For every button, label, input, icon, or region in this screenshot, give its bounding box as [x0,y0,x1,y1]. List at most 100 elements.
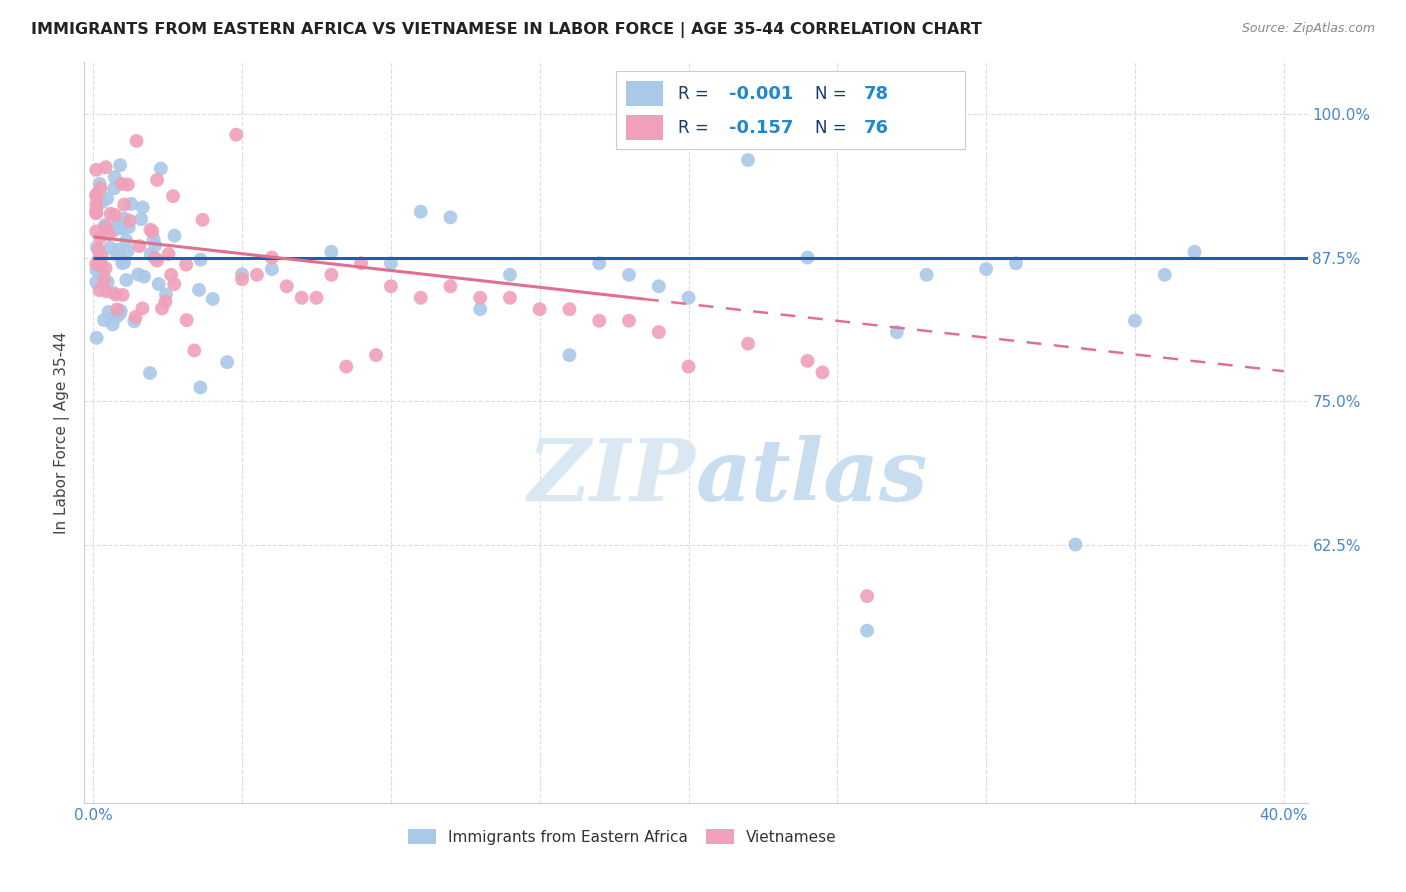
Point [131,200,153,214]
Point [648,325,671,339]
Point [128,239,150,253]
Point [107,307,129,321]
Point [796,354,818,368]
Point [105,310,128,324]
Point [439,211,461,225]
Point [886,325,908,339]
Point [104,287,127,301]
Point [190,252,212,267]
Point [796,251,818,265]
Point [157,247,180,261]
Point [190,380,212,394]
Point [117,244,139,258]
Point [97,227,120,242]
Point [84,197,107,211]
Point [86,240,108,254]
Point [163,228,186,243]
Point [120,197,142,211]
Point [103,181,125,195]
Point [89,230,111,244]
FancyBboxPatch shape [626,81,664,106]
Point [155,287,177,301]
Point [617,268,640,282]
Point [499,268,522,282]
Text: -0.157: -0.157 [728,119,793,136]
Point [470,291,492,305]
Text: R =: R = [678,85,714,103]
Point [132,269,155,284]
Point [84,224,107,238]
Legend: Immigrants from Eastern Africa, Vietnamese: Immigrants from Eastern Africa, Vietname… [402,823,842,851]
Point [974,262,997,277]
Point [380,256,402,270]
Point [176,313,198,327]
Point [174,258,197,272]
Point [94,160,117,174]
Point [125,134,148,148]
Point [291,291,314,305]
Point [1184,244,1206,259]
Point [163,277,186,292]
Point [470,302,492,317]
Point [86,331,108,345]
Point [558,302,581,317]
Point [110,304,132,318]
Point [107,217,129,231]
Point [201,292,224,306]
Point [148,277,170,291]
Point [89,177,111,191]
Point [146,253,169,268]
Text: ZIP: ZIP [529,435,696,519]
Point [588,256,610,270]
Point [108,158,131,172]
Point [108,306,131,320]
Point [183,343,205,358]
Point [143,238,166,252]
Point [217,355,239,369]
Point [260,262,283,277]
Point [122,314,145,328]
Point [127,268,149,282]
Point [105,247,128,261]
Text: atlas: atlas [696,435,928,519]
Point [305,291,328,305]
Point [225,128,247,142]
Point [380,279,402,293]
Point [108,243,131,257]
Point [149,161,172,176]
Point [1123,314,1146,328]
Text: -0.001: -0.001 [728,85,793,103]
Point [94,218,117,232]
Point [87,243,110,257]
Point [90,250,112,264]
Point [96,192,118,206]
Point [112,211,135,226]
Point [111,288,134,302]
Point [89,283,111,297]
Point [104,208,127,222]
Point [103,223,125,237]
Point [94,261,117,276]
Point [93,272,115,286]
Point [143,251,166,265]
Text: 76: 76 [863,119,889,136]
Point [93,313,115,327]
Point [811,365,834,379]
Point [129,212,152,227]
Point [915,268,938,282]
Point [94,220,117,235]
Point [737,153,759,167]
Point [84,206,107,220]
Point [648,279,671,293]
Point [276,279,298,293]
Point [364,348,387,362]
Point [439,279,461,293]
Point [124,310,146,324]
Text: IMMIGRANTS FROM EASTERN AFRICA VS VIETNAMESE IN LABOR FORCE | AGE 35-44 CORRELAT: IMMIGRANTS FROM EASTERN AFRICA VS VIETNA… [31,22,981,38]
Point [409,291,432,305]
Point [84,162,107,177]
Y-axis label: In Labor Force | Age 35-44: In Labor Force | Age 35-44 [55,332,70,533]
Point [84,187,107,202]
Point [105,302,128,317]
Point [260,251,283,265]
